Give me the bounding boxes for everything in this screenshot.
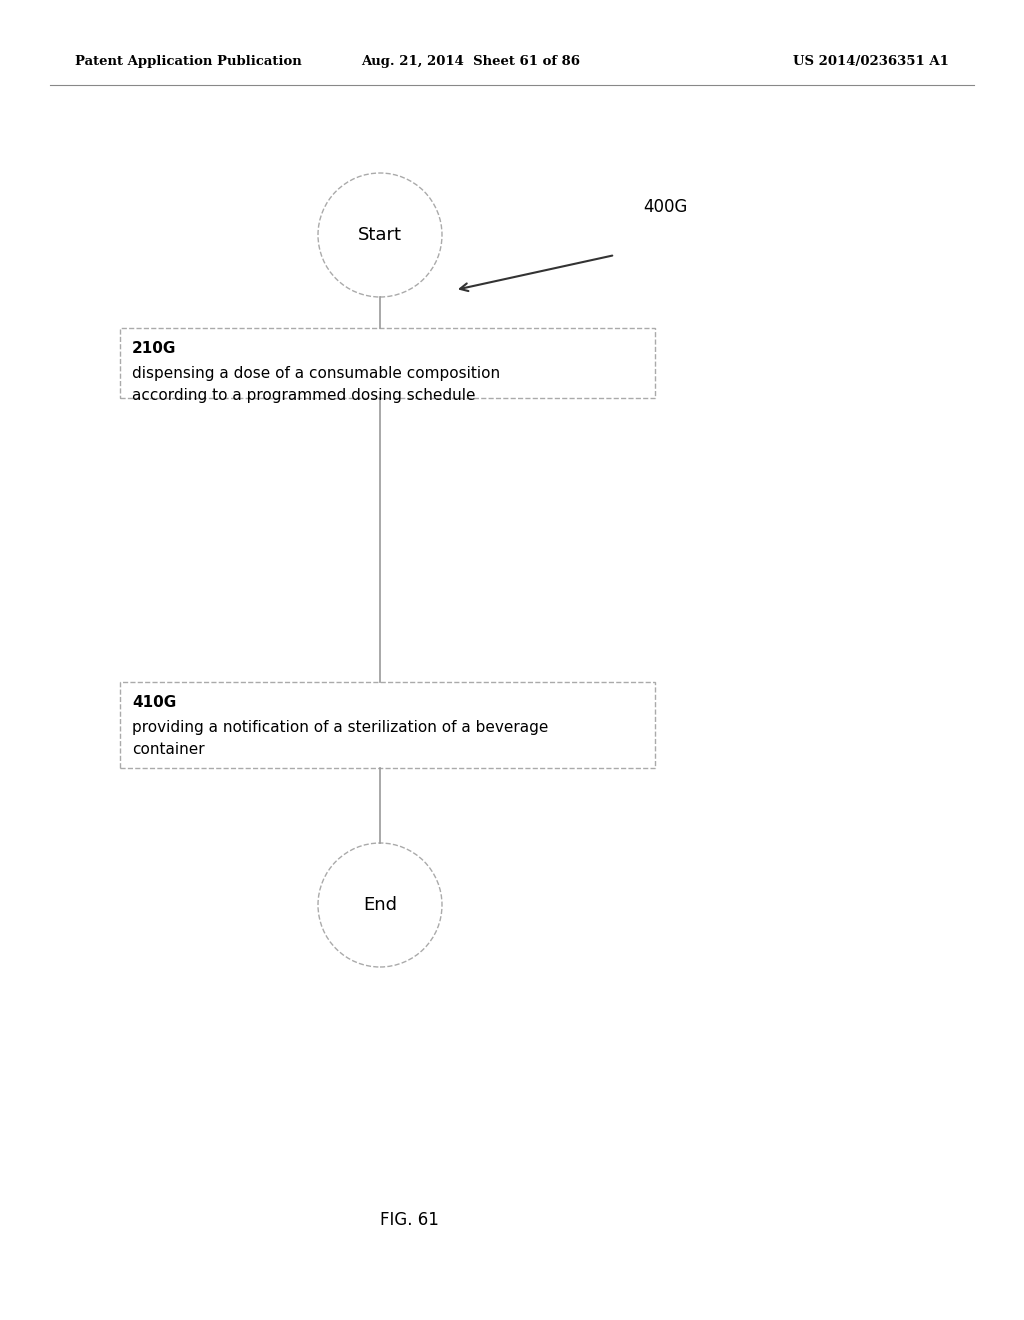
Text: 410G: 410G (132, 696, 176, 710)
Text: End: End (362, 896, 397, 913)
Text: dispensing a dose of a consumable composition
according to a programmed dosing s: dispensing a dose of a consumable compos… (132, 366, 500, 403)
Bar (120, 327, 655, 399)
Text: providing a notification of a sterilization of a beverage
container: providing a notification of a sterilizat… (132, 719, 549, 758)
Text: FIG. 61: FIG. 61 (380, 1210, 439, 1229)
Text: US 2014/0236351 A1: US 2014/0236351 A1 (794, 55, 949, 69)
Text: Patent Application Publication: Patent Application Publication (75, 55, 302, 69)
Text: Start: Start (358, 226, 402, 244)
Bar (120, 682, 655, 768)
Text: Aug. 21, 2014  Sheet 61 of 86: Aug. 21, 2014 Sheet 61 of 86 (361, 55, 581, 69)
Text: 400G: 400G (643, 198, 687, 216)
Text: 210G: 210G (132, 341, 176, 356)
